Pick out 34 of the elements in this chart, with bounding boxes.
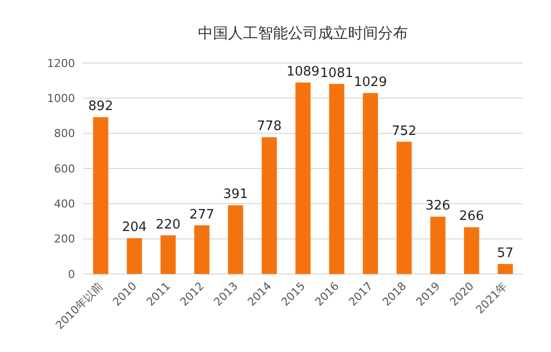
y-tick-label: 200 bbox=[54, 232, 75, 246]
y-tick-label: 400 bbox=[54, 198, 75, 211]
bar bbox=[160, 235, 176, 274]
bar bbox=[498, 264, 513, 274]
data-label: 892 bbox=[88, 99, 114, 114]
bar bbox=[464, 227, 480, 274]
bar bbox=[295, 82, 311, 274]
data-label: 326 bbox=[425, 198, 450, 214]
bar bbox=[126, 238, 142, 274]
data-label: 391 bbox=[223, 187, 248, 202]
bar bbox=[329, 84, 344, 274]
bar bbox=[194, 225, 210, 274]
y-tick-label: 600 bbox=[54, 162, 75, 176]
y-tick-label: 0 bbox=[68, 268, 75, 281]
data-label: 752 bbox=[392, 124, 417, 139]
bar bbox=[430, 216, 446, 274]
y-tick-label: 1200 bbox=[47, 56, 75, 70]
data-label: 277 bbox=[189, 207, 214, 222]
bar bbox=[93, 117, 108, 274]
data-label: 1029 bbox=[354, 75, 387, 90]
y-tick-label: 800 bbox=[54, 127, 75, 140]
data-label: 57 bbox=[497, 246, 514, 261]
data-label: 1089 bbox=[286, 64, 320, 80]
data-label: 204 bbox=[122, 220, 147, 236]
data-label: 778 bbox=[256, 119, 282, 134]
y-tick-label: 1000 bbox=[47, 92, 75, 106]
chart-title: 中国人工智能公司成立时间分布 bbox=[198, 24, 408, 42]
bar bbox=[362, 93, 378, 274]
bar bbox=[228, 205, 244, 274]
bar bbox=[396, 142, 412, 274]
data-label: 1081 bbox=[320, 66, 354, 81]
data-label: 220 bbox=[156, 217, 181, 232]
bar bbox=[262, 137, 277, 274]
data-label: 266 bbox=[459, 209, 484, 224]
